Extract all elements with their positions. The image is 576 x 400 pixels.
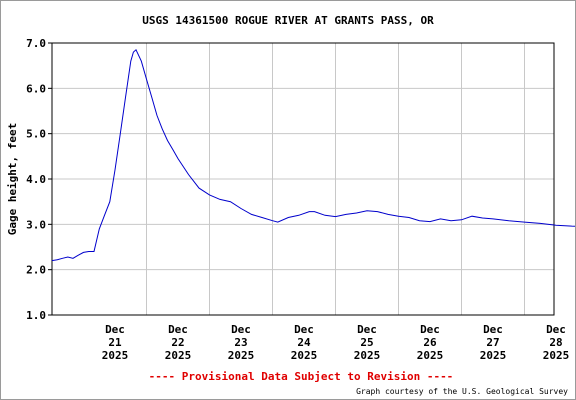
x-tick-label-7: Dec 28 2025 <box>543 323 570 362</box>
x-tick-label-0: Dec 21 2025 <box>102 323 129 362</box>
x-tick-label-6: Dec 27 2025 <box>480 323 507 362</box>
x-tick-label-4: Dec 25 2025 <box>354 323 381 362</box>
y-axis-ticks: 1.0 2.0 3.0 4.0 5.0 6.0 7.0 <box>26 37 52 322</box>
y-axis-label: Gage height, feet <box>6 123 19 236</box>
usgs-credit: Graph courtesy of the U.S. Geological Su… <box>356 387 568 396</box>
y-tick-label-1: 2.0 <box>26 264 46 277</box>
x-tick-label-3: Dec 24 2025 <box>291 323 318 362</box>
y-tick-label-6: 7.0 <box>26 37 46 50</box>
y-tick-label-0: 1.0 <box>26 309 46 322</box>
x-tick-label-1: Dec 22 2025 <box>165 323 192 362</box>
grid <box>52 42 554 316</box>
gage-height-series-line <box>51 48 575 262</box>
y-tick-label-5: 6.0 <box>26 82 46 95</box>
x-tick-label-2: Dec 23 2025 <box>228 323 255 362</box>
chart-title: USGS 14361500 ROGUE RIVER AT GRANTS PASS… <box>142 14 434 27</box>
y-tick-label-4: 5.0 <box>26 128 46 141</box>
x-axis-ticks: Dec 21 2025 Dec 22 2025 Dec 23 2025 Dec 24 2025 Dec 2… <box>102 323 570 362</box>
x-tick-label-5: Dec 26 2025 <box>417 323 444 362</box>
y-tick-label-2: 3.0 <box>26 218 46 231</box>
provisional-data-notice: ---- Provisional Data Subject to Revisio… <box>149 370 454 383</box>
y-tick-label-3: 4.0 <box>26 173 46 186</box>
